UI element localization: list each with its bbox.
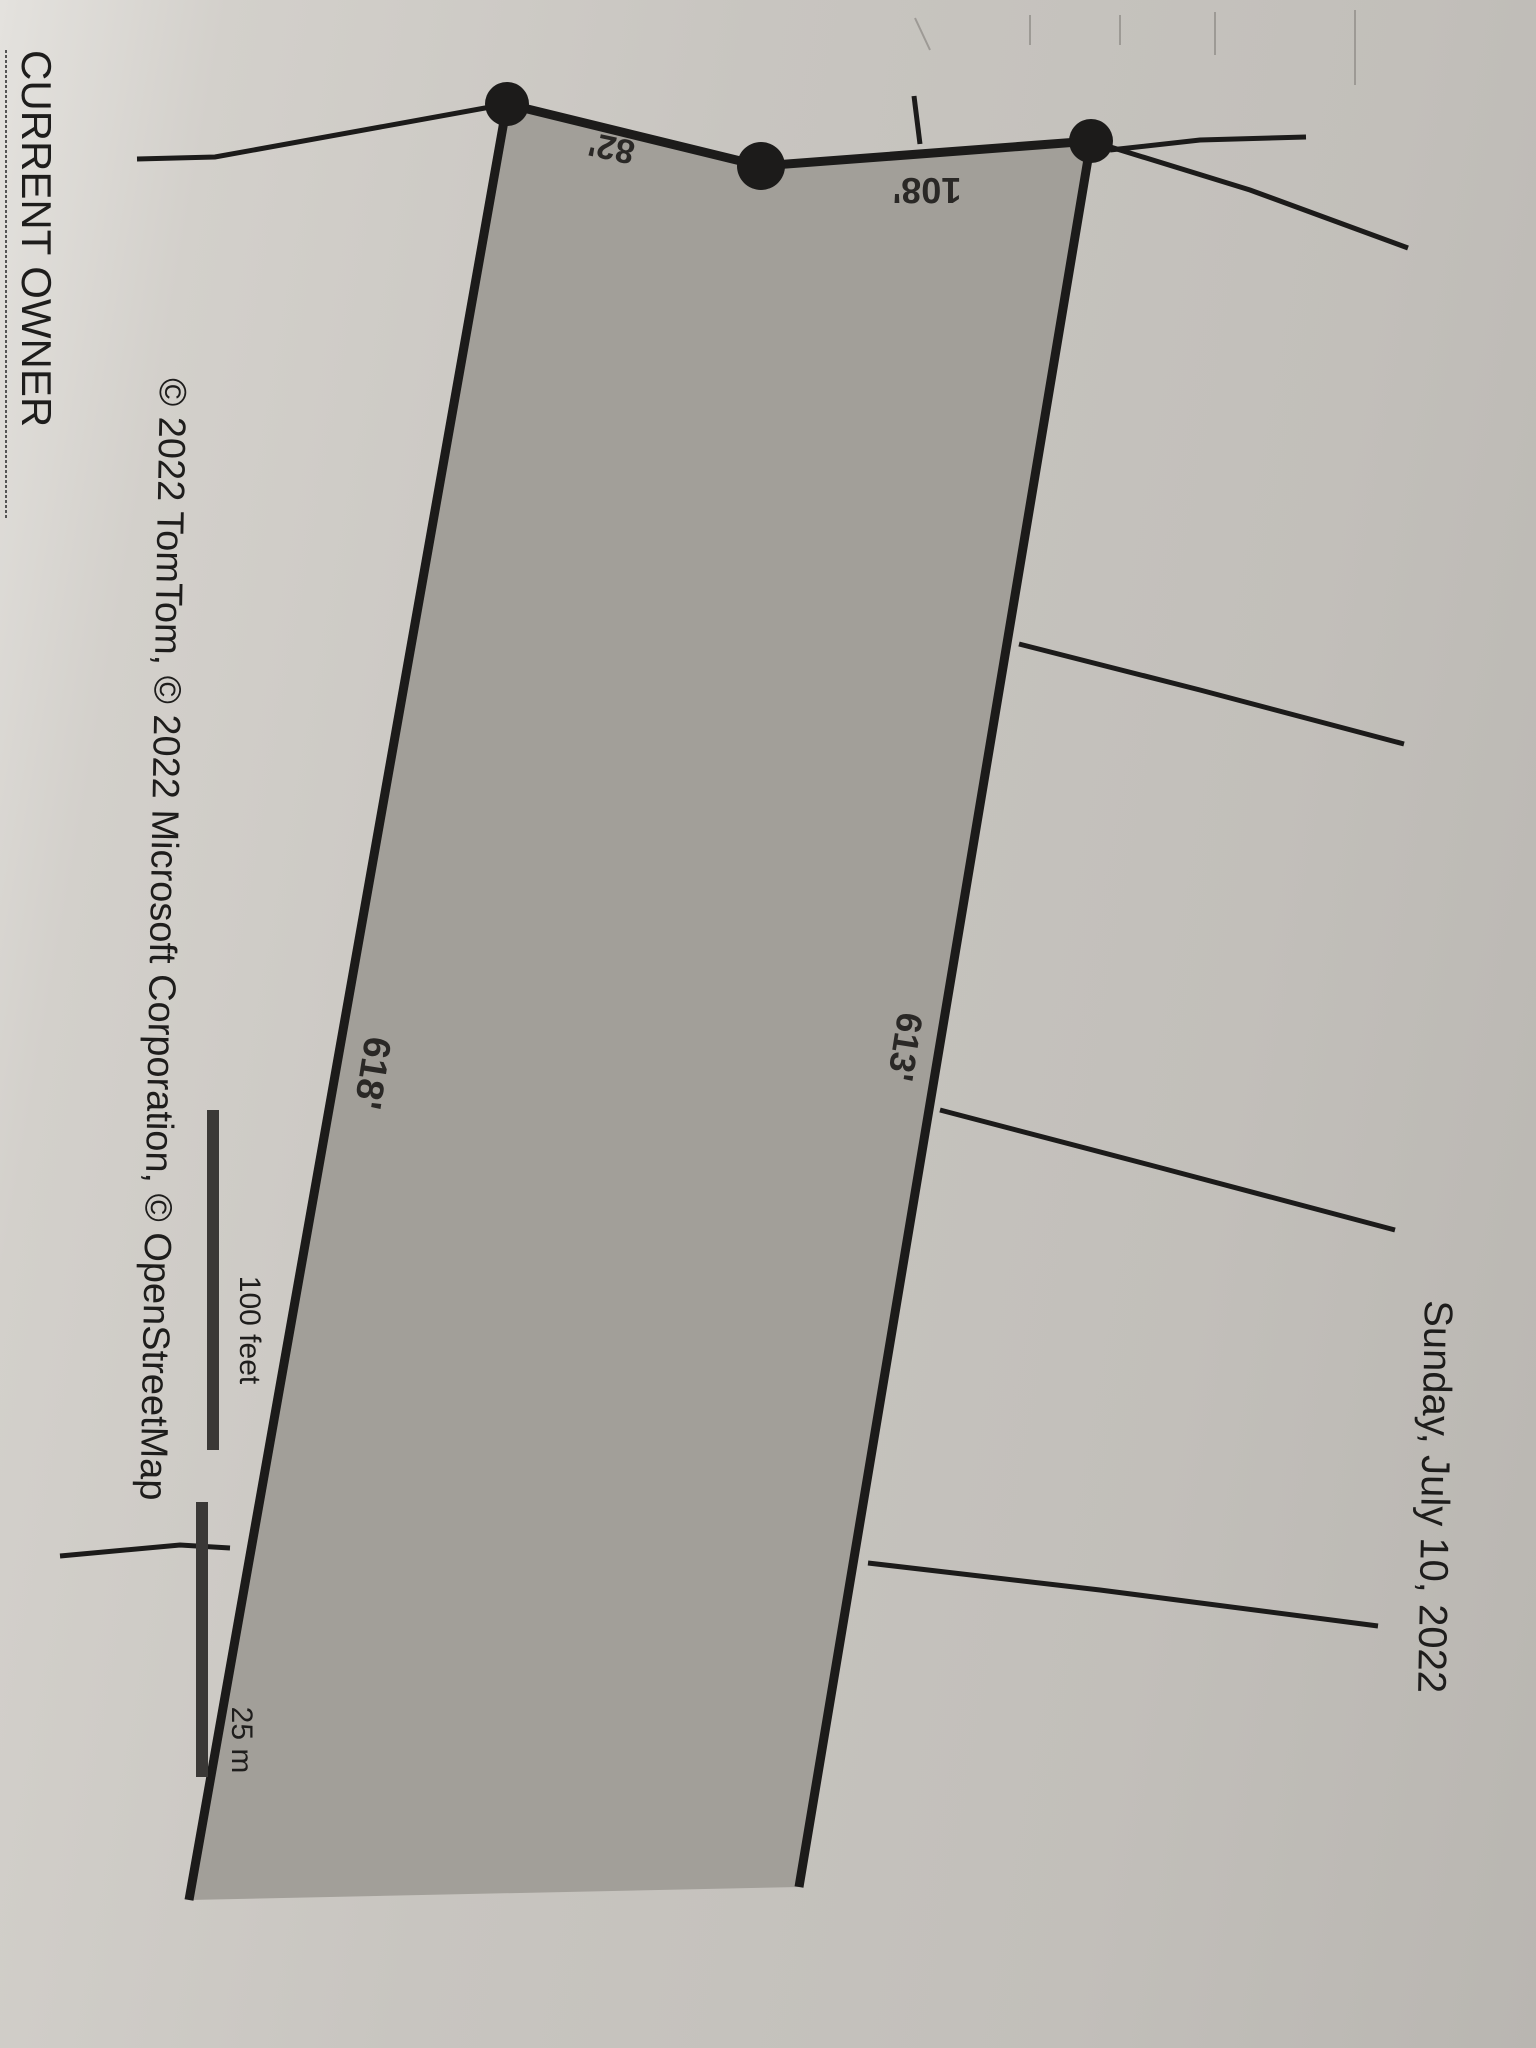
parcel-vertex[interactable] bbox=[1069, 119, 1113, 163]
scale-bar-meters bbox=[196, 1502, 208, 1777]
scale-bar-feet bbox=[207, 1110, 219, 1450]
parcel-vertex[interactable] bbox=[737, 142, 785, 190]
scale-bar: 100 feet 25 m bbox=[196, 1110, 266, 1777]
dimension-label-front-left: 82' bbox=[585, 124, 638, 171]
scale-label-meters: 25 m bbox=[225, 1707, 258, 1774]
scale-label-feet: 100 feet bbox=[233, 1276, 266, 1385]
parcel-boundary-left bbox=[184, 103, 512, 1901]
map-attribution: © 2022 TomTom, © 2022 Microsoft Corporat… bbox=[131, 378, 193, 1501]
ruled-lines bbox=[914, 10, 1356, 85]
parcel-area[interactable] bbox=[189, 104, 1091, 1900]
parcel-vertex[interactable] bbox=[485, 82, 529, 126]
print-date: Sunday, July 10, 2022 bbox=[1409, 1300, 1460, 1694]
dimension-label-front-right: 108' bbox=[893, 170, 962, 211]
parcel-boundary bbox=[505, 99, 1097, 1888]
adjacent-lot-lines bbox=[59, 95, 1409, 1629]
current-owner-heading: CURRENT OWNER bbox=[13, 50, 60, 427]
